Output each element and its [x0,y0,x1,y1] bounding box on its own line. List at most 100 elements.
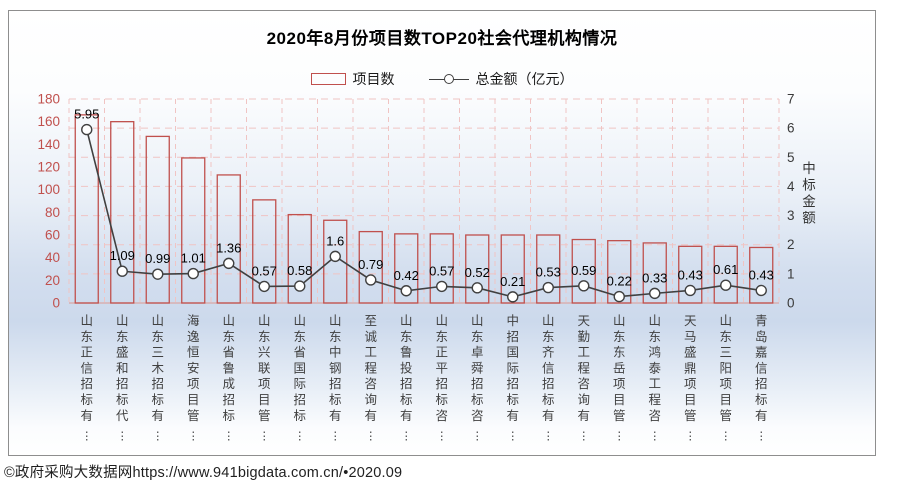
x-axis-label: 海逸恒安项目管⋮ [187,313,200,443]
y-axis-tick-right: 1 [787,266,795,281]
bar [110,121,135,304]
data-point-marker [507,291,519,303]
bar-swatch-icon [310,73,346,85]
data-point-marker [329,250,341,263]
y-axis-tick-left: 120 [37,160,60,175]
y-axis-tick-left: 20 [45,273,60,288]
data-label: 1.6 [326,233,344,248]
bar [678,245,703,304]
footer-credit: ©政府采购大数据网https://www.941bigdata.com.cn/•… [4,465,403,481]
data-point-marker [365,274,377,286]
x-axis-label: 山东三阳项目管⋮ [719,314,732,443]
data-point-marker [471,282,483,294]
x-axis-label: 山东省鲁成招标⋮ [222,314,235,443]
bar [74,114,99,304]
data-point-marker [152,268,164,280]
data-label: 0.58 [287,263,312,278]
x-axis-label: 中招国际招标有⋮ [506,313,519,443]
x-axis-label: 山东东岳项目管⋮ [613,314,626,443]
data-label: 0.52 [465,265,490,280]
data-label: 0.61 [713,262,738,277]
legend-item-bar: 项目数 [310,69,395,89]
data-label: 0.22 [607,274,632,289]
data-point-marker [720,279,732,291]
chart-title: 2020年8月份项目数TOP20社会代理机构情况 [266,29,618,48]
x-axis-label: 至诚工程咨询有⋮ [364,314,377,443]
data-point-marker [258,280,270,293]
x-axis-label: 山东省国际招标⋮ [293,314,306,443]
data-point-marker [116,265,128,277]
data-point-marker [542,281,554,294]
y-axis-tick-right: 6 [787,121,795,136]
data-point-marker [578,280,590,292]
legend: 项目数 总金额（亿元） [9,69,875,89]
data-label: 1.09 [110,248,135,263]
data-label: 0.21 [500,274,525,289]
y-axis-tick-right: 7 [787,92,795,107]
data-label: 0.57 [252,263,277,278]
data-label: 0.43 [678,267,703,282]
legend-label-bar: 项目数 [352,71,395,87]
bar [358,230,383,304]
data-point-marker [684,284,696,297]
y-axis-tick-left: 180 [37,92,60,107]
x-axis-label: 天马盛鼎项目管⋮ [684,314,697,443]
bar [465,234,490,304]
y-axis-tick-right: 0 [787,296,795,311]
x-axis-label: 山东齐信招标有⋮ [542,314,555,443]
legend-label-line: 总金额（亿元） [475,71,574,87]
data-point-marker [81,123,93,136]
data-point-marker [223,257,235,270]
y-axis-tick-left: 60 [45,228,60,243]
data-point-marker [613,290,625,303]
data-label: 0.33 [642,270,667,285]
y-axis-tick-left: 80 [45,205,60,220]
bar [145,135,170,304]
bar [749,246,774,304]
data-point-marker [400,285,412,297]
y-axis-tick-left: 100 [37,182,60,197]
data-label: 0.59 [571,263,596,278]
data-label: 1.36 [216,240,241,255]
line-marker-swatch-icon [428,74,469,84]
y-axis-tick-right: 4 [787,179,795,194]
bar [181,157,206,304]
data-label: 0.42 [394,268,419,283]
data-label: 1.01 [181,251,206,266]
x-axis-label: 青岛嘉信招标有⋮ [755,314,768,443]
data-label: 0.99 [145,251,170,266]
bar [571,238,596,304]
x-axis-label: 山东鸿泰工程咨⋮ [648,314,661,443]
x-axis-label: 山东盛和招标代⋮ [116,314,129,443]
x-axis-label: 山东卓舜招标咨⋮ [471,314,484,443]
y-axis-tick-right: 5 [787,150,795,165]
data-point-marker [755,284,767,297]
data-point-marker [187,267,199,280]
x-axis-label: 天勤工程咨询有⋮ [577,314,590,443]
bar [500,234,525,304]
bar [252,199,277,304]
x-axis-label: 山东三木招标有⋮ [151,314,164,443]
data-label: 0.57 [429,263,454,278]
data-point-marker [294,280,306,292]
line-series [85,129,762,298]
data-label: 0.53 [536,265,561,280]
bar [287,213,312,304]
y-axis-tick-left: 160 [37,114,60,129]
x-axis-label: 山东兴联项目管⋮ [258,314,271,443]
bar [536,234,561,304]
right-axis-title: 中标金额 [802,161,816,226]
bar [323,219,348,304]
x-axis-label: 山东鲁投招标有⋮ [400,314,413,443]
data-label: 5.95 [74,107,99,122]
data-point-marker [649,287,661,300]
x-axis-label: 山东正平招标咨⋮ [435,314,448,443]
plot-area: 0 1 2 3 4 5 6 7 0 20 40 60 80 100 120 140 160 180 5.95 1.09… [37,92,816,443]
bar [713,245,738,304]
x-axis-label: 山东正信招标有⋮ [80,314,93,443]
y-axis-tick-left: 140 [37,137,60,152]
bar [429,233,454,304]
bar [394,233,419,304]
x-axis-label: 山东中钢招标有⋮ [329,314,342,443]
